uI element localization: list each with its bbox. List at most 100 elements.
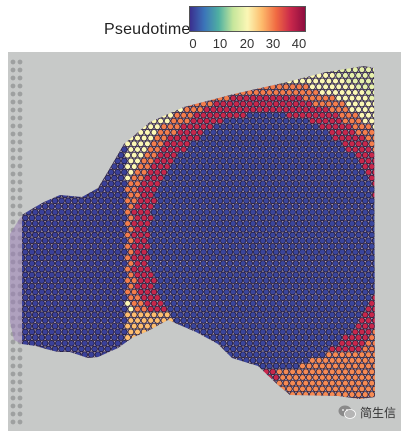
spot [299,340,306,347]
spot [253,100,260,108]
spot [38,265,46,273]
spot [127,294,135,301]
spot [299,374,306,381]
spot [239,134,247,142]
spot [177,163,184,170]
spot [266,362,273,370]
spot [348,140,356,148]
spot [269,220,277,227]
spot [269,117,277,125]
spot [25,300,32,307]
spot [328,117,336,125]
spot [259,203,267,210]
spot [61,248,69,256]
spot [256,231,263,239]
spot [187,237,194,244]
spot [163,220,171,227]
spot [213,248,220,256]
spot [239,100,247,108]
spot [200,146,207,153]
spot [299,305,306,313]
spot [200,157,207,165]
spot [206,260,214,267]
spot [187,180,194,187]
spot [305,317,313,324]
spot [328,106,336,113]
spot [335,322,343,330]
spot [38,300,46,307]
spot [150,129,158,136]
spot [137,265,145,273]
spot [361,72,369,79]
spot [368,311,375,319]
spot [262,186,270,193]
spot [279,214,286,222]
spot [266,180,273,187]
spot [342,300,349,307]
spot [332,351,339,358]
spot [117,151,125,159]
spot [332,123,339,130]
spot [269,208,277,216]
spot [94,317,102,324]
spot [325,283,333,290]
spot [352,89,359,96]
spot [332,157,339,165]
spot [173,123,181,130]
spot [104,288,112,296]
spot [137,208,145,216]
spot [325,157,333,165]
spot [276,300,283,307]
spot [210,311,217,319]
spot [249,357,257,364]
spot [305,351,313,358]
fiducial-dot [10,131,16,137]
spot [345,374,352,381]
spot [315,129,323,136]
spot [190,322,197,330]
spot [342,368,349,376]
spot [348,231,356,239]
spot [342,151,349,159]
spot [368,368,375,376]
spot [256,345,263,353]
spot [196,117,204,125]
spot [361,300,369,307]
spot [332,226,339,233]
fiducial-dot [10,379,16,385]
fiducial-dot [10,195,16,201]
spot [352,214,359,222]
spot [319,134,326,142]
spot [220,294,227,301]
spot [167,260,174,267]
fiducial-dot [10,411,16,417]
spot [183,140,191,148]
spot [45,300,52,307]
spot [358,237,366,244]
spot [187,294,194,301]
spot [22,214,29,222]
spot [305,248,313,256]
spot [322,265,329,273]
spot [147,146,154,153]
spot [289,254,296,262]
spot [299,237,306,244]
spot [269,322,277,330]
spot [130,174,138,182]
spot [305,260,313,267]
fiducial-dot [10,211,16,217]
spot [157,311,164,319]
spot [28,317,36,324]
spot [48,271,55,279]
spot [332,146,339,153]
spot [117,163,125,170]
spot [51,231,59,239]
spot [137,311,145,319]
spot [71,231,79,239]
spot [309,208,316,216]
spot [167,294,174,301]
spot [58,334,65,341]
spot [170,163,178,170]
spot [210,163,217,170]
spot [127,305,135,313]
